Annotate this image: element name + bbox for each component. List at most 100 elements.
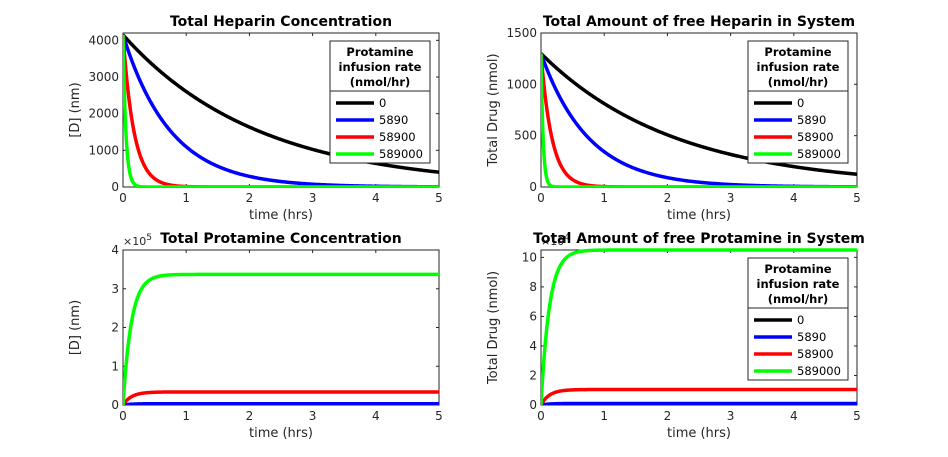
y-tick-label: 8: [529, 280, 537, 294]
legend-title-line: infusion rate: [757, 60, 840, 74]
x-tick-label: 2: [664, 191, 672, 205]
legend-title-line: (nmol/hr): [768, 292, 829, 306]
series-line-589000: [541, 53, 857, 187]
y-tick-label: 2000: [88, 107, 119, 121]
x-tick-label: 3: [727, 409, 735, 423]
x-tick-label: 1: [182, 409, 190, 423]
x-tick-label: 5: [853, 409, 861, 423]
chart-title: Total Protamine Concentration: [160, 231, 402, 247]
x-axis-label: time (hrs): [249, 426, 313, 441]
x-axis-label: time (hrs): [249, 208, 313, 223]
y-axis-label: [D] (nm): [68, 300, 83, 355]
x-tick-label: 2: [246, 409, 254, 423]
chart-title: Total Amount of free Protamine in System: [533, 231, 865, 247]
x-tick-label: 3: [309, 409, 317, 423]
x-tick-label: 1: [600, 409, 608, 423]
legend-entry-label: 58900: [797, 130, 834, 144]
chart-title: Total Amount of free Heparin in System: [543, 14, 855, 30]
y-tick-label: 0: [111, 398, 119, 412]
legend-entry-label: 0: [797, 313, 804, 327]
legend-title-line: (nmol/hr): [768, 75, 829, 89]
x-tick-label: 3: [727, 191, 735, 205]
x-tick-label: 3: [309, 191, 317, 205]
y-axis-label: Total Drug (nmol): [486, 271, 501, 385]
series-line-58900: [541, 387, 857, 405]
x-tick-label: 2: [246, 191, 254, 205]
legend-title-line: Protamine: [764, 45, 831, 59]
legend-entry-label: 5890: [797, 113, 826, 127]
y-exponent-power: 5: [146, 233, 152, 243]
y-exponent-power: 4: [564, 233, 570, 243]
y-tick-label: 1000: [506, 77, 537, 91]
legend-entry-label: 0: [379, 96, 386, 110]
y-tick-label: 2: [529, 368, 537, 382]
y-exponent-base: 10: [132, 235, 146, 248]
y-tick-label: 4: [529, 339, 537, 353]
subplot-p1: 0 1 2 3 4 5 0 1000 2000 3000 4000 Total Heparin Con…: [68, 14, 443, 223]
x-tick-label: 2: [664, 409, 672, 423]
legend-entry-label: 58900: [797, 347, 834, 361]
legend-title-line: Protamine: [346, 45, 413, 59]
legend-title-line: infusion rate: [339, 60, 422, 74]
x-tick-label: 4: [790, 191, 798, 205]
legend-entry-label: 589000: [797, 147, 841, 161]
x-tick-label: 5: [435, 191, 443, 205]
series-line-5890: [123, 401, 439, 405]
y-tick-label: 500: [514, 129, 537, 143]
legend-entry-label: 58900: [379, 130, 416, 144]
y-exponent-times: ×: [123, 235, 132, 248]
legend-entry-label: 0: [797, 96, 804, 110]
y-tick-label: 3000: [88, 70, 119, 84]
series-line-5890: [541, 401, 857, 405]
x-tick-label: 5: [435, 409, 443, 423]
x-tick-label: 0: [537, 409, 545, 423]
y-axis-label: Total Drug (nmol): [486, 53, 501, 167]
series-line-589000: [541, 248, 857, 405]
x-tick-label: 1: [600, 191, 608, 205]
x-axis-label: time (hrs): [667, 426, 731, 441]
y-exponent-times: ×: [541, 235, 550, 248]
subplot-p2: 0 1 2 3 4 5 0 500 1000 1500 Total Amount of free H…: [486, 14, 861, 223]
y-tick-label: 0: [529, 398, 537, 412]
x-tick-label: 5: [853, 191, 861, 205]
y-tick-label: 1000: [88, 143, 119, 157]
y-tick-label: 6: [529, 309, 537, 323]
x-tick-label: 1: [182, 191, 190, 205]
y-tick-label: 1: [111, 359, 119, 373]
chart-title: Total Heparin Concentration: [170, 14, 392, 30]
y-tick-label: 4000: [88, 33, 119, 47]
x-tick-label: 0: [119, 191, 127, 205]
y-exponent-label: ×105: [123, 233, 152, 248]
legend-entry-label: 5890: [379, 113, 408, 127]
y-exponent-label: ×104: [541, 233, 570, 248]
legend-title-line: infusion rate: [757, 277, 840, 291]
x-tick-label: 0: [537, 191, 545, 205]
series-line-0: [541, 51, 857, 177]
series-line-589000: [123, 34, 439, 187]
legend-entry-label: 5890: [797, 330, 826, 344]
x-tick-label: 4: [372, 191, 380, 205]
legend-entry-label: 589000: [379, 147, 423, 161]
y-tick-label: 4: [111, 243, 119, 257]
y-axis-label: [D] (nm): [68, 82, 83, 137]
y-tick-label: 10: [522, 250, 537, 264]
series-line-58900: [123, 390, 439, 405]
legend-title-line: Protamine: [764, 262, 831, 276]
y-tick-label: 3: [111, 282, 119, 296]
y-tick-label: 2: [111, 321, 119, 335]
y-tick-label: 0: [111, 180, 119, 194]
series-line-589000: [123, 272, 439, 405]
legend-entry-label: 589000: [797, 364, 841, 378]
y-exponent-base: 10: [550, 235, 564, 248]
y-tick-label: 0: [529, 180, 537, 194]
x-tick-label: 4: [790, 409, 798, 423]
y-tick-label: 1500: [506, 26, 537, 40]
legend-title-line: (nmol/hr): [350, 75, 411, 89]
x-tick-label: 0: [119, 409, 127, 423]
